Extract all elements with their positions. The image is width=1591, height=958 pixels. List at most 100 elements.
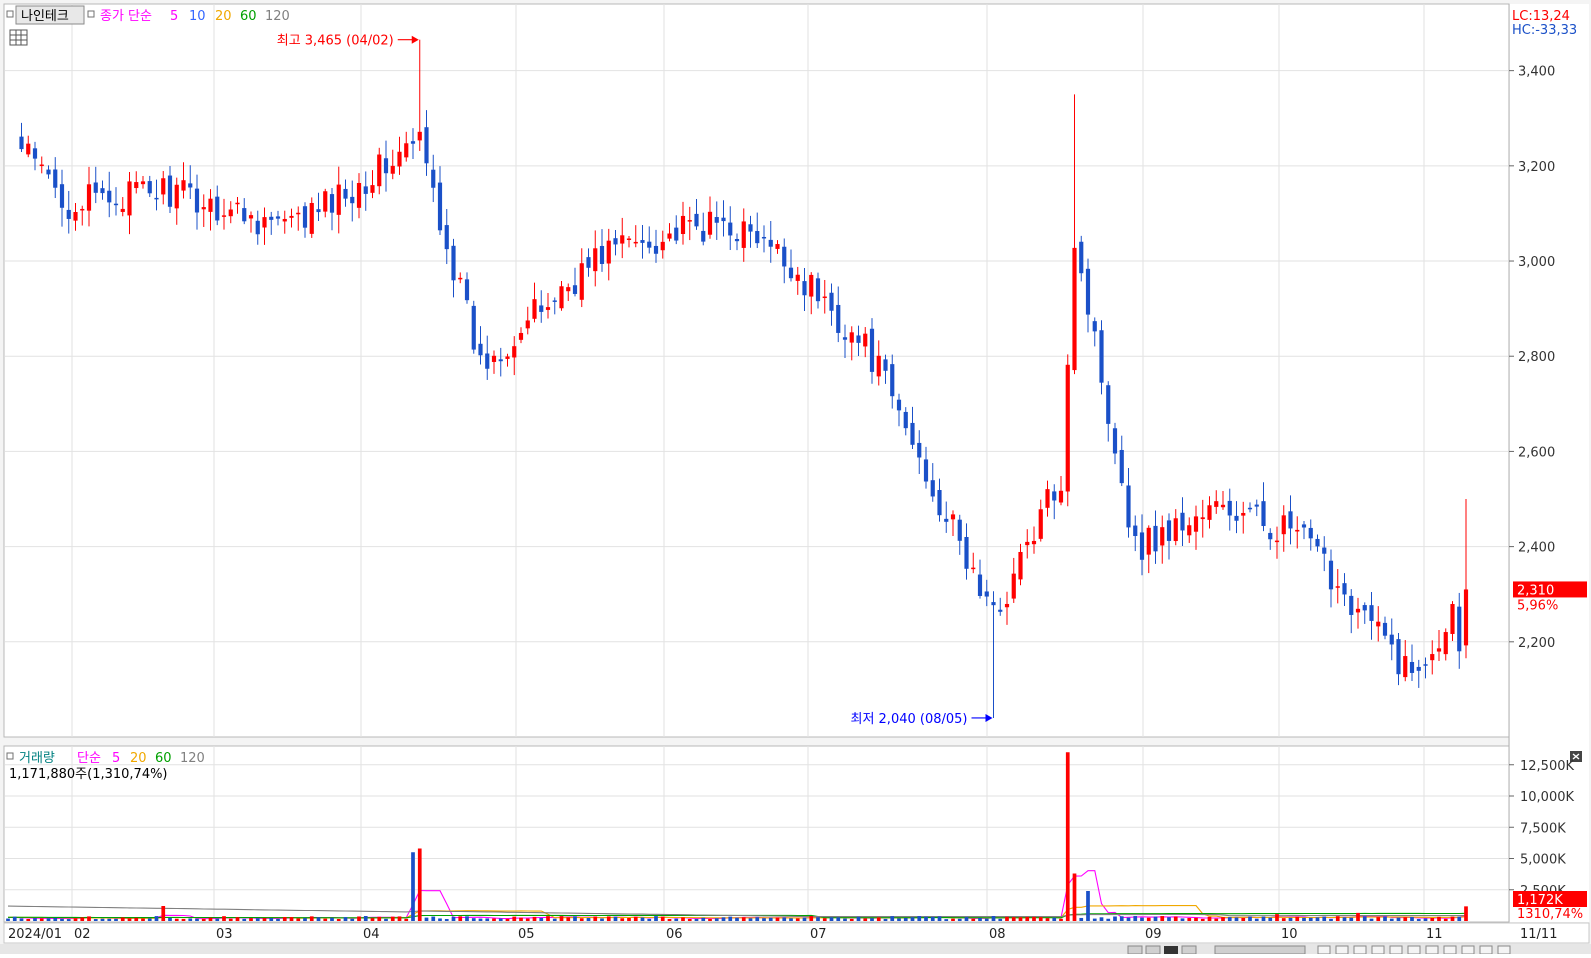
volume-bar[interactable]: [174, 918, 179, 921]
candle-body[interactable]: [633, 241, 638, 244]
volume-bar[interactable]: [390, 916, 395, 921]
candle-body[interactable]: [674, 227, 679, 241]
candle-body[interactable]: [606, 240, 611, 264]
volume-bar[interactable]: [539, 917, 544, 921]
volume-bar[interactable]: [1086, 891, 1090, 921]
scroll-right-button[interactable]: [1181, 945, 1197, 955]
candle-body[interactable]: [748, 224, 753, 232]
candle-body[interactable]: [93, 182, 98, 193]
candle-body[interactable]: [444, 225, 449, 250]
volume-bar[interactable]: [1464, 906, 1468, 921]
volume-bar[interactable]: [1437, 916, 1441, 921]
candle-body[interactable]: [464, 279, 470, 301]
volume-bar[interactable]: [1295, 916, 1300, 921]
candle-body[interactable]: [356, 182, 362, 208]
volume-bar[interactable]: [1369, 918, 1374, 921]
volume-bar[interactable]: [532, 916, 537, 921]
toolbar-button[interactable]: [1443, 945, 1457, 955]
candle-body[interactable]: [788, 267, 794, 279]
candle-body[interactable]: [944, 518, 949, 522]
volume-bar[interactable]: [1315, 917, 1320, 921]
volume-bar[interactable]: [1396, 917, 1401, 921]
volume-bar[interactable]: [1403, 917, 1408, 921]
candle-body[interactable]: [383, 158, 389, 174]
candle-body[interactable]: [181, 180, 186, 191]
candle-body[interactable]: [971, 567, 976, 570]
candle-body[interactable]: [1153, 525, 1158, 552]
volume-bar[interactable]: [660, 916, 665, 921]
volume-bar[interactable]: [195, 918, 199, 921]
candle-body[interactable]: [896, 399, 902, 411]
candle-body[interactable]: [80, 208, 85, 211]
volume-bar[interactable]: [1025, 916, 1030, 921]
candle-body[interactable]: [964, 536, 969, 569]
candle-body[interactable]: [208, 198, 213, 212]
candle-body[interactable]: [505, 356, 510, 359]
volume-bar[interactable]: [1045, 918, 1050, 921]
candle-body[interactable]: [1018, 551, 1023, 580]
volume-bar[interactable]: [957, 918, 962, 921]
volume-bar[interactable]: [606, 916, 611, 921]
volume-bar[interactable]: [1106, 918, 1111, 921]
candle-body[interactable]: [120, 208, 125, 212]
volume-bar[interactable]: [141, 918, 145, 921]
candle-body[interactable]: [1234, 515, 1239, 521]
volume-bar[interactable]: [1187, 918, 1192, 921]
candle-body[interactable]: [1227, 500, 1232, 516]
volume-bar[interactable]: [53, 917, 58, 921]
candle-body[interactable]: [836, 304, 841, 333]
volume-panel[interactable]: [3, 745, 1510, 923]
candlestick-series[interactable]: [8, 0, 1469, 718]
candle-body[interactable]: [586, 257, 591, 268]
candle-body[interactable]: [903, 411, 908, 429]
volume-bar[interactable]: [478, 918, 483, 921]
volume-bar[interactable]: [613, 916, 618, 921]
candle-body[interactable]: [350, 196, 355, 204]
candle-body[interactable]: [1355, 608, 1361, 613]
volume-bar[interactable]: [1092, 918, 1097, 921]
volume-bar[interactable]: [1126, 917, 1131, 921]
candle-body[interactable]: [1382, 622, 1388, 636]
volume-bar[interactable]: [1443, 918, 1448, 921]
candle-body[interactable]: [782, 246, 787, 267]
volume-bar[interactable]: [228, 918, 233, 921]
volume-bar[interactable]: [350, 918, 355, 921]
volume-bar[interactable]: [255, 918, 260, 921]
candle-body[interactable]: [336, 184, 341, 215]
volume-bar[interactable]: [114, 918, 118, 921]
candle-body[interactable]: [296, 212, 301, 215]
volume-bar[interactable]: [883, 918, 888, 921]
candle-body[interactable]: [32, 148, 38, 159]
candle-body[interactable]: [1099, 330, 1104, 383]
stock-name[interactable]: 나인테크: [21, 9, 69, 24]
candle-body[interactable]: [849, 332, 854, 343]
candle-body[interactable]: [512, 346, 517, 358]
volume-bar[interactable]: [1342, 917, 1347, 921]
candle-body[interactable]: [140, 181, 146, 185]
volume-bar[interactable]: [640, 917, 645, 921]
volume-bar[interactable]: [215, 918, 220, 921]
candle-body[interactable]: [1450, 604, 1455, 634]
candle-body[interactable]: [1106, 385, 1111, 424]
candle-body[interactable]: [687, 220, 692, 222]
candle-body[interactable]: [1220, 504, 1226, 508]
candle-body[interactable]: [437, 182, 443, 231]
volume-bar[interactable]: [1410, 917, 1414, 921]
volume-bar[interactable]: [1383, 916, 1387, 921]
volume-bar[interactable]: [1214, 918, 1219, 921]
candle-body[interactable]: [417, 131, 422, 141]
volume-bar[interactable]: [1207, 916, 1212, 921]
volume-bar[interactable]: [964, 917, 969, 921]
candle-body[interactable]: [660, 241, 665, 251]
candle-body[interactable]: [1423, 664, 1428, 666]
volume-bar[interactable]: [330, 917, 334, 921]
volume-bar[interactable]: [1362, 916, 1367, 921]
candle-body[interactable]: [1079, 241, 1084, 274]
candle-body[interactable]: [613, 238, 618, 245]
candle-body[interactable]: [1281, 515, 1286, 535]
volume-bar[interactable]: [1160, 916, 1165, 921]
candle-body[interactable]: [451, 245, 456, 281]
volume-bar[interactable]: [404, 918, 409, 921]
volume-bar[interactable]: [930, 916, 935, 921]
